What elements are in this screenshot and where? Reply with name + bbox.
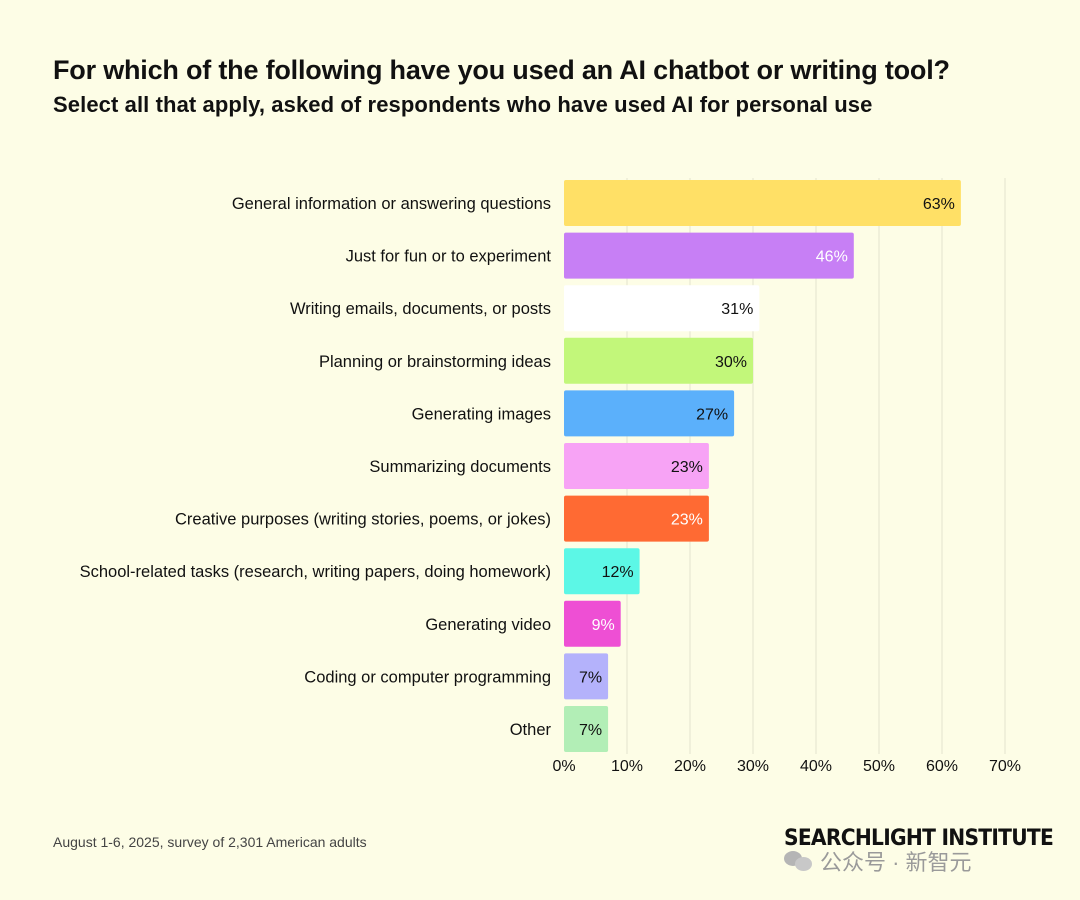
category-labels: General information or answering questio… [80,195,552,739]
category-label: Planning or brainstorming ideas [319,353,551,371]
value-label: 31% [721,301,753,318]
wechat-icon [784,849,814,873]
x-tick-label: 10% [611,758,643,775]
bar [564,495,709,542]
category-label: Generating video [425,616,551,634]
x-tick-label: 20% [674,758,706,775]
category-label: General information or answering questio… [232,195,551,213]
value-label: 63% [923,196,955,213]
x-tick-label: 60% [926,758,958,775]
chart-subtitle: Select all that apply, asked of responde… [53,92,873,117]
searchlight-logo: SEARCHLIGHT INSTITUTE [784,826,1054,851]
value-label: 27% [696,406,728,423]
x-tick-label: 30% [737,758,769,775]
category-label: Summarizing documents [369,458,551,476]
bar [564,232,854,279]
category-label: Coding or computer programming [304,668,551,686]
value-label: 7% [579,722,602,739]
x-tick-label: 0% [552,758,575,775]
category-label: Creative purposes (writing stories, poem… [175,511,551,529]
footnote: August 1-6, 2025, survey of 2,301 Americ… [53,834,367,850]
bar [564,653,609,700]
value-labels: 63% 46% 31% 30% 27% 23% 23% 12% 9% 7% 7% [579,196,955,739]
category-label: Other [510,721,552,739]
bar [564,180,961,226]
bars [564,180,961,752]
value-label: 9% [592,617,615,634]
value-label: 12% [602,564,634,581]
category-label: Generating images [412,405,551,423]
watermark-text: 公众号 · 新智元 [820,850,972,875]
bar [564,443,709,489]
x-tick-label: 40% [800,758,832,775]
bar [564,285,760,332]
bar [564,706,609,752]
chart-title: For which of the following have you used… [53,55,950,85]
value-label: 7% [579,669,602,686]
category-label: Writing emails, documents, or posts [290,300,551,318]
value-label: 46% [816,249,848,266]
bar [564,390,735,437]
x-tick-label: 50% [863,758,895,775]
x-tick-label: 70% [989,758,1021,775]
category-label: Just for fun or to experiment [346,248,552,266]
bar [564,548,640,595]
x-axis-ticks: 0% 10% 20% 30% 40% 50% 60% 70% [552,758,1021,775]
category-label: School-related tasks (research, writing … [80,563,551,581]
value-label: 23% [671,459,703,476]
bar [564,337,753,384]
watermark: 公众号 · 新智元 [784,845,972,877]
bar-chart: General information or answering questio… [80,178,1021,775]
value-label: 30% [715,354,747,371]
value-label: 23% [671,512,703,529]
bar [564,600,621,647]
